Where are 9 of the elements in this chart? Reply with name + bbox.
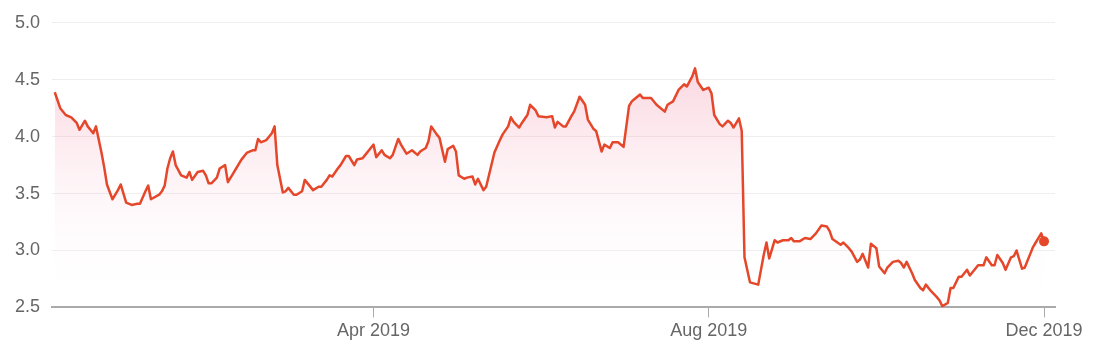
x-tick-label: Apr 2019 [336, 320, 411, 341]
y-tick-label: 4.0 [14, 125, 40, 146]
x-tick-label: Dec 2019 [1005, 320, 1083, 341]
x-tick-label: Aug 2019 [670, 320, 748, 341]
y-tick-label: 3.5 [14, 182, 40, 203]
y-tick-label: 3.0 [14, 239, 40, 260]
y-tick-label: 4.5 [14, 68, 40, 89]
y-tick-label: 5.0 [14, 11, 40, 32]
y-tick-label: 2.5 [14, 296, 40, 317]
